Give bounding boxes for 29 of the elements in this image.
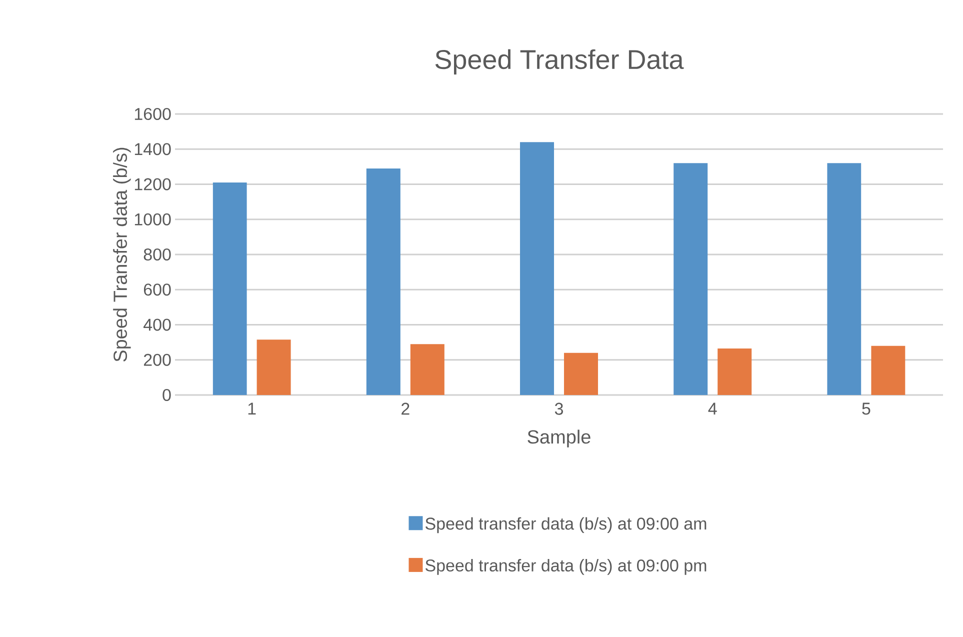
x-axis-title: Sample (528, 430, 590, 448)
bar (410, 344, 444, 395)
y-tick-label: 200 (144, 354, 171, 366)
bar (212, 182, 247, 395)
y-tick-label: 400 (144, 318, 171, 331)
legend-label: Speed transfer data (b/s) at 09:00 am (426, 517, 706, 534)
y-tick-label: 1400 (134, 143, 171, 156)
y-tick-label: 600 (144, 284, 171, 296)
bar (718, 348, 752, 395)
y-tick-label: 1000 (134, 213, 171, 226)
y-tick-label: 1200 (134, 178, 171, 190)
x-tick-label: 5 (862, 402, 870, 415)
legend-label: Speed transfer data (b/s) at 09:00 pm (426, 559, 706, 575)
bar (827, 163, 862, 395)
x-tick-label: 2 (402, 402, 410, 415)
y-axis-title: Speed Transfer data (b/s) (113, 148, 131, 362)
bar (520, 142, 554, 395)
x-tick-label: 1 (248, 402, 256, 414)
bar (564, 352, 598, 395)
bar (871, 346, 906, 395)
y-tick-label: 1600 (134, 108, 171, 120)
x-tick-label: 3 (554, 402, 563, 415)
x-tick-label: 4 (708, 402, 717, 414)
bar (674, 163, 708, 395)
y-tick-label: 800 (144, 248, 171, 261)
bar (256, 340, 291, 395)
bar (366, 168, 400, 395)
y-tick-label: 0 (162, 388, 171, 402)
chart-title: Speed Transfer Data (435, 49, 684, 74)
